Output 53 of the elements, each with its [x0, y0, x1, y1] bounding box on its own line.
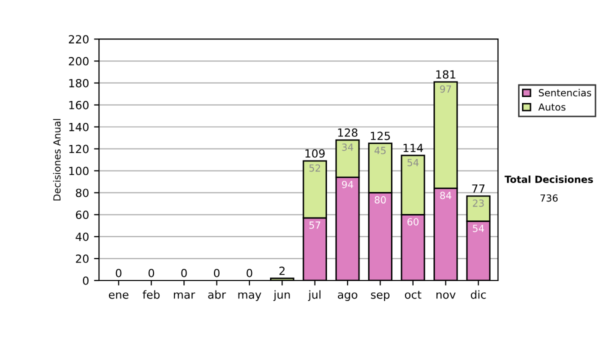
total-label: 2 [279, 266, 285, 275]
x-tick-label: jul [308, 290, 320, 301]
x-tick-label: oct [404, 290, 422, 299]
total-label: 114 [404, 144, 423, 152]
y-tick-label: 100 [69, 166, 89, 176]
data-label: 45 [374, 146, 386, 154]
y-tick-label: 80 [76, 188, 89, 198]
y-tick-label: 120 [69, 144, 89, 154]
y-tick-label: 160 [69, 100, 89, 110]
data-label: 52 [309, 164, 320, 172]
y-tick-label: 140 [69, 122, 89, 132]
y-tick-label: 0 [82, 276, 89, 285]
y-tick-label: 220 [68, 35, 89, 44]
y-tick-label: 40 [76, 232, 89, 241]
total-label: 0 [148, 268, 154, 278]
x-tick-label: nov [436, 292, 456, 299]
data-label: 54 [408, 159, 419, 166]
data-label: 84 [440, 192, 452, 200]
x-tick-label: sep [371, 292, 390, 301]
legend-label: Sentencias [538, 88, 592, 96]
total-label: 109 [305, 149, 325, 158]
data-label: 23 [472, 199, 484, 207]
data-label: 34 [342, 144, 354, 151]
x-tick-label: ago [338, 292, 358, 301]
legend-label: Autos [538, 103, 566, 111]
text: Total Decisiones [504, 175, 593, 184]
x-tick-label: mar [174, 292, 196, 299]
data-label: 57 [309, 222, 320, 229]
total-label: 0 [246, 268, 252, 278]
y-tick-label: 200 [68, 57, 89, 66]
x-tick-label: dic [470, 290, 486, 299]
x-tick-label: ene [108, 292, 128, 299]
total-label: 0 [214, 268, 220, 278]
x-tick-label: jun [273, 290, 290, 301]
x-tick-label: may [238, 292, 262, 301]
data-label: 97 [440, 85, 452, 93]
total-label: 128 [338, 128, 358, 137]
total-label: 77 [472, 184, 484, 193]
y-tick-label: 20 [76, 254, 89, 263]
total-label: 0 [181, 268, 187, 278]
data-label: 80 [374, 196, 386, 204]
data-label: 54 [472, 224, 484, 232]
total-label: 125 [370, 132, 390, 140]
x-tick-label: abr [208, 290, 226, 299]
total-label: 0 [116, 268, 122, 278]
data-label: 94 [342, 180, 354, 188]
x-tick-label: feb [142, 290, 160, 299]
y-axis-title: Decisiones Anual [53, 119, 61, 200]
y-tick-label: 60 [76, 210, 89, 220]
data-label: 60 [407, 218, 419, 226]
y-tick-label: 180 [69, 78, 89, 88]
total-label: 181 [436, 70, 456, 79]
text: 736 [540, 194, 558, 202]
